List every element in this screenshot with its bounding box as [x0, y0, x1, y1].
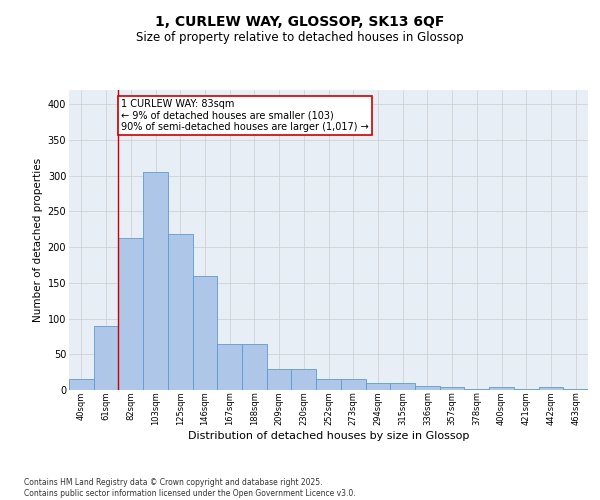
Bar — [94, 326, 118, 390]
Bar — [415, 386, 440, 390]
Bar — [143, 172, 168, 390]
Text: 1, CURLEW WAY, GLOSSOP, SK13 6QF: 1, CURLEW WAY, GLOSSOP, SK13 6QF — [155, 16, 445, 30]
Bar — [292, 368, 316, 390]
Bar — [118, 238, 143, 390]
Bar — [390, 383, 415, 390]
Bar — [341, 378, 365, 390]
Bar — [316, 378, 341, 390]
Bar — [242, 344, 267, 390]
Bar — [267, 368, 292, 390]
Text: Size of property relative to detached houses in Glossop: Size of property relative to detached ho… — [136, 31, 464, 44]
Bar — [464, 388, 489, 390]
Text: 1 CURLEW WAY: 83sqm
← 9% of detached houses are smaller (103)
90% of semi-detach: 1 CURLEW WAY: 83sqm ← 9% of detached hou… — [121, 98, 368, 132]
Bar — [168, 234, 193, 390]
X-axis label: Distribution of detached houses by size in Glossop: Distribution of detached houses by size … — [188, 431, 469, 441]
Bar — [69, 380, 94, 390]
Bar — [489, 387, 514, 390]
Bar — [217, 344, 242, 390]
Bar — [514, 388, 539, 390]
Bar — [539, 387, 563, 390]
Bar — [563, 388, 588, 390]
Text: Contains HM Land Registry data © Crown copyright and database right 2025.
Contai: Contains HM Land Registry data © Crown c… — [24, 478, 356, 498]
Y-axis label: Number of detached properties: Number of detached properties — [34, 158, 43, 322]
Bar — [440, 387, 464, 390]
Bar — [193, 276, 217, 390]
Bar — [365, 383, 390, 390]
